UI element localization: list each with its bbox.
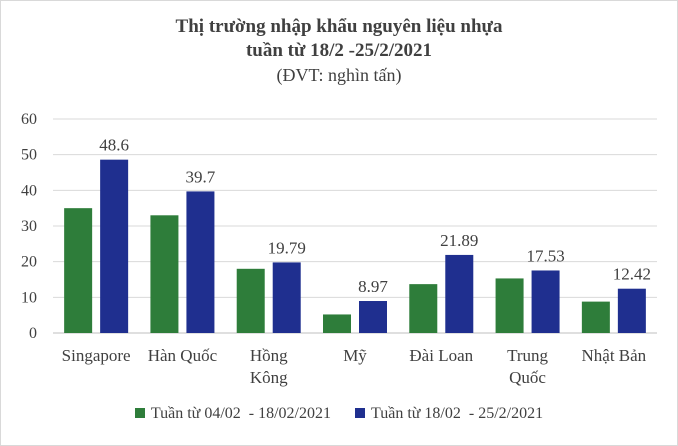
bar-1-7 <box>581 301 610 333</box>
bar-1-4 <box>323 314 351 333</box>
x-category-label-3-1: Hồng <box>250 346 288 365</box>
legend-swatch-series-2 <box>355 408 365 418</box>
chart-subtitle: (ĐVT: nghìn tấn) <box>276 65 402 85</box>
bar-2-2 <box>186 191 215 333</box>
legend-swatch-series-1 <box>134 408 145 418</box>
y-tick-label-10: 10 <box>21 289 37 306</box>
y-tick-label-60: 60 <box>21 111 37 128</box>
x-category-label-5-1: Đài Loan <box>409 346 473 365</box>
data-label-2-4: 8.97 <box>358 277 388 296</box>
bar-1-1 <box>64 208 93 333</box>
y-tick-label-40: 40 <box>21 182 37 199</box>
x-category-label-2-1: Hàn Quốc <box>148 346 218 365</box>
x-category-label-6-1: Trung <box>507 346 548 365</box>
legend-item-series-2: Tuần từ 18/02 - 25/2/2021 <box>355 405 543 423</box>
bar-1-3 <box>236 268 265 333</box>
data-label-2-5: 21.89 <box>440 231 478 250</box>
bar-2-7 <box>617 288 646 333</box>
y-tick-label-0: 0 <box>29 325 37 342</box>
bar-1-2 <box>150 215 179 333</box>
data-label-2-3: 19.79 <box>268 238 306 257</box>
y-tick-label-30: 30 <box>21 218 37 235</box>
legend-label-series-2: Tuần từ 18/02 - 25/2/2021 <box>371 405 544 422</box>
y-tick-label-20: 20 <box>21 254 37 271</box>
data-label-2-2: 39.7 <box>186 167 216 186</box>
legend-label-series-1: Tuần từ 04/02 - 18/02/2021 <box>150 405 331 422</box>
bar-2-1 <box>100 159 129 333</box>
bar-2-4 <box>359 301 387 333</box>
y-tick-label-50: 50 <box>21 147 37 164</box>
legend-item-series-1: Tuần từ 04/02 - 18/02/2021 <box>134 405 331 423</box>
bar-2-5 <box>445 254 474 333</box>
chart-title-line-1: Thị trường nhập khẩu nguyên liệu nhựa <box>175 16 503 37</box>
chart-title: Thị trường nhập khẩu nguyên liệu nhựa tu… <box>1 15 677 87</box>
x-category-label-6-2: Quốc <box>509 368 546 387</box>
bar-2-3 <box>272 262 301 333</box>
chart-legend: Tuần từ 04/02 - 18/02/2021 Tuần từ 18/02… <box>1 405 677 423</box>
x-category-label-1-1: Singapore <box>62 346 131 365</box>
bar-1-6 <box>495 278 524 333</box>
x-category-label-3-2: Kông <box>250 368 288 387</box>
x-category-label-4-1: Mỹ <box>343 346 367 365</box>
bar-2-6 <box>531 270 560 333</box>
x-category-label-7-1: Nhật Bản <box>582 346 647 365</box>
chart-title-line-2: tuần từ 18/2 -25/2/2021 <box>245 40 433 61</box>
bar-1-5 <box>409 284 438 333</box>
data-label-2-1: 48.6 <box>99 136 129 155</box>
data-label-2-6: 17.53 <box>526 246 564 265</box>
data-label-2-7: 12.42 <box>613 265 651 284</box>
